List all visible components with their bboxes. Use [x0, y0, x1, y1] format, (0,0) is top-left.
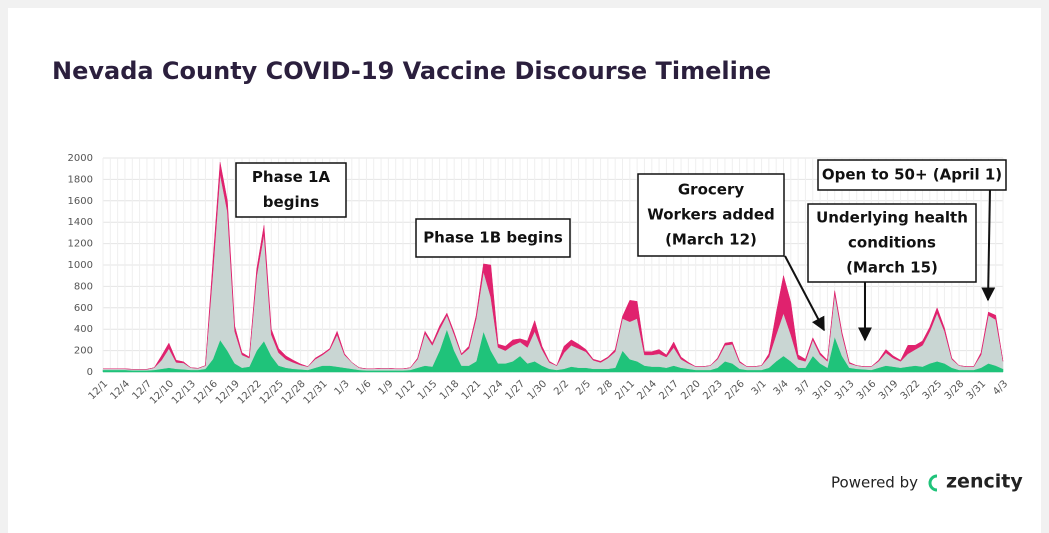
areas — [102, 162, 1004, 373]
y-tick-label: 800 — [74, 281, 93, 292]
area — [103, 162, 1004, 370]
annotation-box — [807, 203, 977, 283]
y-tick-label: 2000 — [68, 153, 93, 164]
powered-by: Powered by — [831, 474, 918, 492]
annotation-text: begins — [263, 193, 319, 211]
y-tick-label: 1800 — [68, 174, 93, 185]
annotations: Phase 1A begins Phase 1B begins Grocery Work… — [235, 159, 1007, 283]
y-tick-label: 1000 — [68, 260, 93, 271]
y-tick-label: 600 — [74, 303, 93, 314]
arrow — [784, 255, 825, 332]
chart-title: Nevada County COVID-19 Vaccine Discourse… — [52, 57, 771, 85]
annotation-text: Grocery — [678, 181, 744, 199]
annotation-text: (March 12) — [665, 231, 757, 249]
brand: zencity — [946, 471, 1023, 493]
y-tick-label: 1200 — [68, 239, 93, 250]
arrow — [981, 189, 996, 302]
brand-logo — [928, 474, 938, 492]
annotation-box — [415, 218, 571, 258]
annotation-box — [817, 159, 1007, 191]
annotation-text: Phase 1B begins — [423, 229, 563, 247]
annotation-text: Open to 50+ (April 1) — [822, 166, 1002, 184]
annotation-text: Phase 1A — [252, 168, 331, 186]
y-tick-label: 1400 — [68, 217, 93, 228]
y-tick-label: 400 — [74, 324, 93, 335]
annotation-text: (March 15) — [846, 259, 938, 277]
annotation-text: conditions — [848, 234, 936, 252]
annotation-text: Underlying health — [816, 209, 968, 227]
y-tick-label: 1600 — [68, 196, 93, 207]
annotation-text: Workers added — [647, 206, 775, 224]
annotation-box — [637, 173, 785, 257]
annotation-box — [235, 162, 347, 218]
y-tick-label: 0 — [87, 367, 93, 378]
y-tick-label: 200 — [74, 346, 93, 357]
